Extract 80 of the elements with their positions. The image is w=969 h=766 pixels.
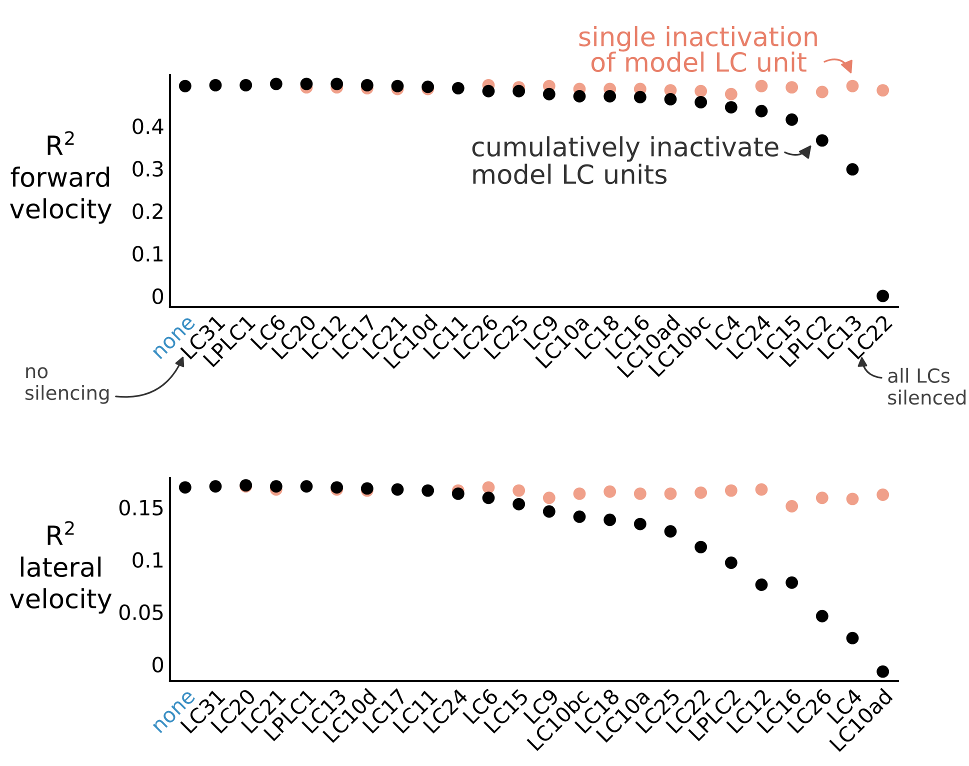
point <box>755 483 768 496</box>
point <box>573 510 586 523</box>
point <box>300 480 313 493</box>
point <box>209 480 222 493</box>
y-tick-label: 0.2 <box>132 203 162 220</box>
point <box>846 492 859 506</box>
point <box>816 134 828 147</box>
point <box>360 78 374 92</box>
point <box>786 576 798 589</box>
point <box>452 487 464 500</box>
point <box>209 78 222 92</box>
point <box>270 480 282 493</box>
point <box>786 500 798 512</box>
point <box>512 84 526 98</box>
point <box>482 492 495 504</box>
point <box>664 487 677 500</box>
y-tick-label: 0 <box>152 656 164 672</box>
point <box>178 80 192 92</box>
point <box>452 82 464 94</box>
y-tick-label: 0.1 <box>132 246 163 262</box>
point <box>694 540 708 554</box>
point <box>846 632 859 644</box>
point <box>755 578 768 591</box>
point <box>512 484 526 497</box>
point <box>724 101 738 114</box>
point <box>512 498 526 510</box>
point <box>786 81 798 94</box>
point <box>542 492 556 504</box>
point <box>573 90 586 102</box>
point <box>422 484 434 497</box>
point <box>755 104 768 118</box>
point <box>391 80 404 92</box>
point <box>816 610 828 622</box>
point <box>724 556 738 569</box>
point <box>724 484 738 497</box>
point <box>816 492 828 504</box>
point <box>573 487 586 500</box>
y-tick-label: 0.05 <box>119 604 163 620</box>
point <box>724 88 738 100</box>
text: all LCs silenced <box>888 368 966 405</box>
point <box>604 485 616 498</box>
point <box>816 86 828 98</box>
y-axis-title: R$^{2}$ forward velocity <box>10 131 112 224</box>
point <box>542 88 556 100</box>
series-label: cumulatively inactivate model LC units <box>472 136 778 184</box>
point <box>270 78 282 90</box>
point <box>634 518 646 530</box>
point <box>876 665 890 678</box>
point <box>664 93 677 106</box>
text: no silencing <box>25 367 109 404</box>
point <box>240 78 252 92</box>
point <box>876 488 890 501</box>
point <box>300 78 313 90</box>
point <box>846 163 859 176</box>
y-tick-label: 0.1 <box>132 552 163 568</box>
y-tick-label: 0.4 <box>132 118 164 134</box>
point <box>634 90 646 104</box>
point <box>755 80 768 92</box>
point <box>694 96 708 108</box>
point <box>786 113 798 126</box>
series-label: single inactivation of model LC unit <box>579 26 817 72</box>
point <box>876 290 890 302</box>
point <box>330 78 344 90</box>
point <box>846 80 859 92</box>
point <box>664 525 677 538</box>
y-axis-title: R$^{2}$ lateral velocity <box>10 521 112 614</box>
point <box>634 487 646 500</box>
y-tick-label: 0 <box>152 288 164 304</box>
point <box>542 505 556 518</box>
point <box>694 84 708 98</box>
point <box>694 486 708 499</box>
point <box>178 481 192 494</box>
point <box>391 483 404 496</box>
y-tick-label: 0.15 <box>119 500 163 516</box>
point <box>876 84 890 97</box>
point <box>604 90 616 102</box>
y-tick-label: 0.3 <box>132 160 163 177</box>
point <box>482 84 495 98</box>
point <box>604 514 616 526</box>
point <box>482 481 495 494</box>
